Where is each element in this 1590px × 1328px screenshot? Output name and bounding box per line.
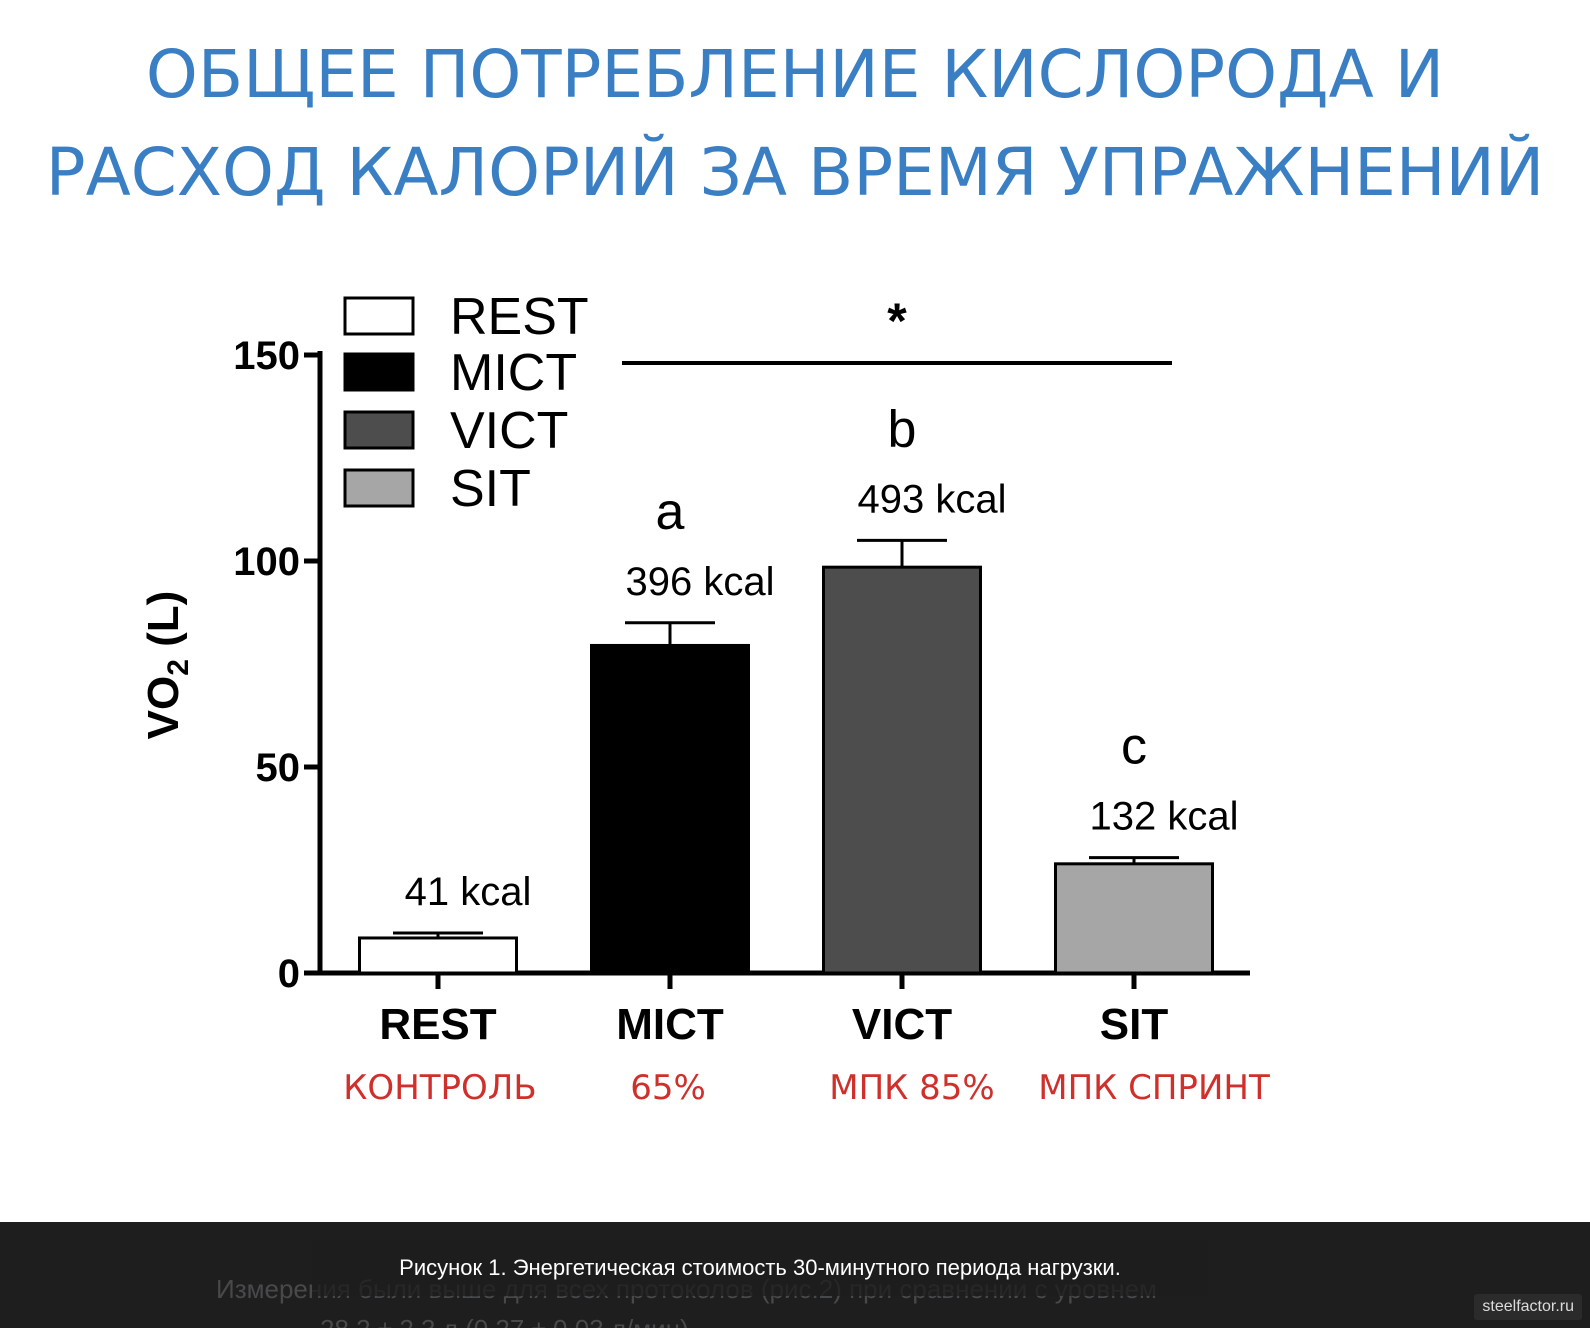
chart-axes: 0 50 100 150 VO2 (L) (139, 334, 1250, 996)
legend-swatch-mict (343, 352, 415, 392)
legend-swatch-vict (343, 410, 415, 450)
caption-bar: Измерения были выше для всех протоколов … (0, 1222, 1590, 1328)
legend-label: MICT (450, 344, 577, 402)
x-tick-label: REST (379, 1000, 496, 1049)
x-tick-label: VICT (852, 1000, 952, 1049)
bar-sit (1054, 862, 1214, 975)
bar-mict (590, 643, 750, 975)
x-sublabel: МПК СПРИНТ (1038, 1068, 1270, 1108)
y-axis-label-subscript: 2 (162, 659, 195, 676)
page-title-line-2: РАСХОД КАЛОРИЙ ЗА ВРЕМЯ УПРАЖНЕНИЙ (45, 134, 1545, 211)
x-sublabel: КОНТРОЛЬ (343, 1068, 536, 1108)
legend-swatch-sit (343, 468, 415, 508)
y-tick-label: 150 (233, 334, 300, 378)
x-sublabel: 65% (630, 1068, 706, 1108)
figure-caption: Рисунок 1. Энергетическая стоимость 30-м… (312, 1240, 1208, 1296)
bar-significance-letter: a (656, 483, 685, 541)
x-tick-label: MICT (616, 1000, 724, 1049)
bar-significance-letter: b (888, 400, 917, 458)
x-sublabel: МПК 85% (829, 1068, 994, 1108)
legend-swatch-rest (343, 296, 415, 336)
legend-label: VICT (450, 402, 568, 460)
x-tick-label: SIT (1100, 1000, 1169, 1049)
vo2-bar-chart: 0 50 100 150 VO2 (L) 41 kcal REST КОНТРОЛЬ 396 … (139, 288, 1270, 1108)
y-tick-label: 0 (278, 952, 300, 996)
bar-kcal-label: 132 kcal (1090, 795, 1239, 839)
y-axis-label-unit: (L) (139, 591, 188, 659)
chart-bars (358, 538, 1214, 975)
legend-label: REST (450, 288, 589, 346)
significance-star: * (887, 293, 907, 349)
bar-significance-letter: c (1121, 718, 1147, 776)
y-tick-label: 50 (256, 746, 301, 790)
page-title-line-1: ОБЩЕЕ ПОТРЕБЛЕНИЕ КИСЛОРОДА И (145, 36, 1445, 113)
bar-vict (822, 565, 982, 975)
site-watermark[interactable]: steelfactor.ru (1474, 1294, 1582, 1320)
bar-kcal-label: 493 kcal (858, 477, 1007, 521)
bar-kcal-label: 41 kcal (405, 870, 532, 914)
bar-rest (358, 936, 518, 975)
chart-labels: 41 kcal REST КОНТРОЛЬ 396 kcal a MICT 65% 493 k… (343, 293, 1270, 1108)
bar-kcal-label: 396 kcal (626, 560, 775, 604)
y-tick-label: 100 (233, 540, 300, 584)
y-axis-label: VO2 (L) (139, 591, 195, 740)
y-axis-label-main: VO (139, 676, 188, 740)
article-text-line-2: 28,2 ± 2,3 л (0,27 ± 0,03 л/мин) (320, 1314, 689, 1328)
legend-label: SIT (450, 460, 531, 518)
